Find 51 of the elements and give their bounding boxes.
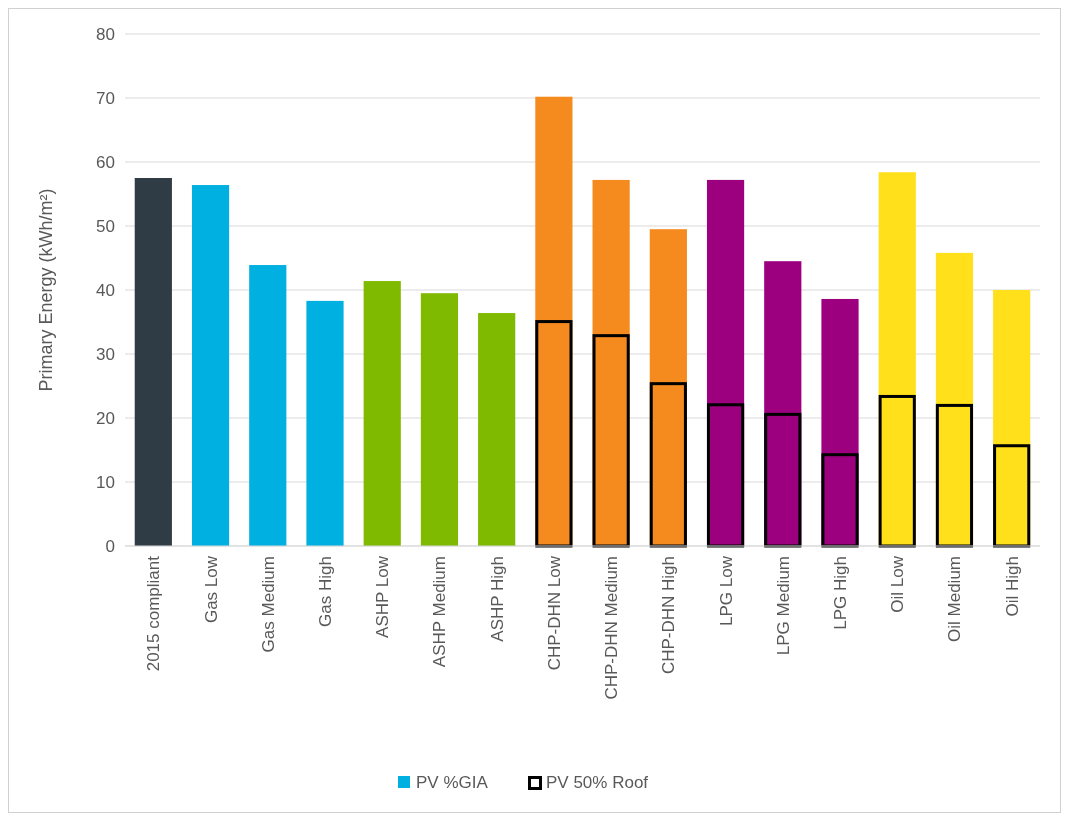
bar bbox=[478, 313, 516, 546]
x-tick-label: Oil High bbox=[1002, 556, 1022, 617]
x-tick-label: CHP-DHN Medium bbox=[602, 556, 622, 700]
bar bbox=[249, 265, 287, 546]
bar bbox=[706, 403, 745, 548]
bar bbox=[191, 185, 230, 546]
x-tick-label: 2015 compliant bbox=[144, 555, 164, 672]
bar bbox=[764, 412, 802, 548]
bar bbox=[878, 394, 916, 548]
x-tick-label: Gas Low bbox=[201, 555, 221, 624]
y-tick-label: 40 bbox=[96, 280, 115, 300]
bar bbox=[649, 382, 687, 548]
y-tick-label: 50 bbox=[96, 216, 115, 236]
legend-label: PV 50% Roof bbox=[546, 772, 649, 792]
bar bbox=[134, 178, 172, 546]
bar bbox=[878, 172, 916, 546]
x-tick-label: LPG Low bbox=[716, 555, 736, 626]
x-tick-label: CHP-DHN Low bbox=[544, 555, 564, 671]
y-axis-title: Primary Energy (kWh/m²) bbox=[36, 188, 56, 392]
bar bbox=[535, 96, 573, 546]
y-tick-label: 10 bbox=[96, 472, 115, 492]
legend-label: PV %GIA bbox=[416, 772, 489, 792]
x-tick-label: Oil Low bbox=[888, 555, 908, 613]
y-tick-label: 0 bbox=[105, 536, 115, 556]
x-tick-label: ASHP Medium bbox=[430, 556, 450, 668]
y-tick-label: 70 bbox=[96, 88, 115, 108]
x-tick-label: ASHP High bbox=[487, 556, 507, 642]
y-tick-label: 20 bbox=[96, 408, 115, 428]
x-tick-label: LPG High bbox=[830, 556, 850, 630]
bar bbox=[935, 252, 974, 546]
bar bbox=[993, 290, 1031, 546]
y-tick-label: 30 bbox=[96, 344, 115, 364]
x-tick-label: CHP-DHN High bbox=[659, 556, 679, 675]
bar bbox=[535, 320, 573, 548]
x-tick-label: LPG Medium bbox=[773, 556, 793, 656]
bar bbox=[821, 298, 859, 546]
bar bbox=[592, 334, 630, 548]
y-tick-label: 60 bbox=[96, 152, 115, 172]
x-tick-label: ASHP Low bbox=[373, 555, 393, 638]
bar bbox=[764, 261, 802, 546]
y-tick-label: 80 bbox=[96, 24, 115, 44]
bar bbox=[821, 453, 859, 548]
bar bbox=[993, 444, 1031, 548]
bar bbox=[935, 403, 974, 548]
bar bbox=[706, 179, 745, 546]
x-tick-label: Gas Medium bbox=[258, 556, 278, 653]
x-tick-label: Oil Medium bbox=[945, 556, 965, 642]
x-tick-label: Gas High bbox=[315, 556, 335, 627]
bar bbox=[306, 300, 344, 546]
bar bbox=[420, 293, 459, 546]
bar bbox=[363, 281, 401, 546]
